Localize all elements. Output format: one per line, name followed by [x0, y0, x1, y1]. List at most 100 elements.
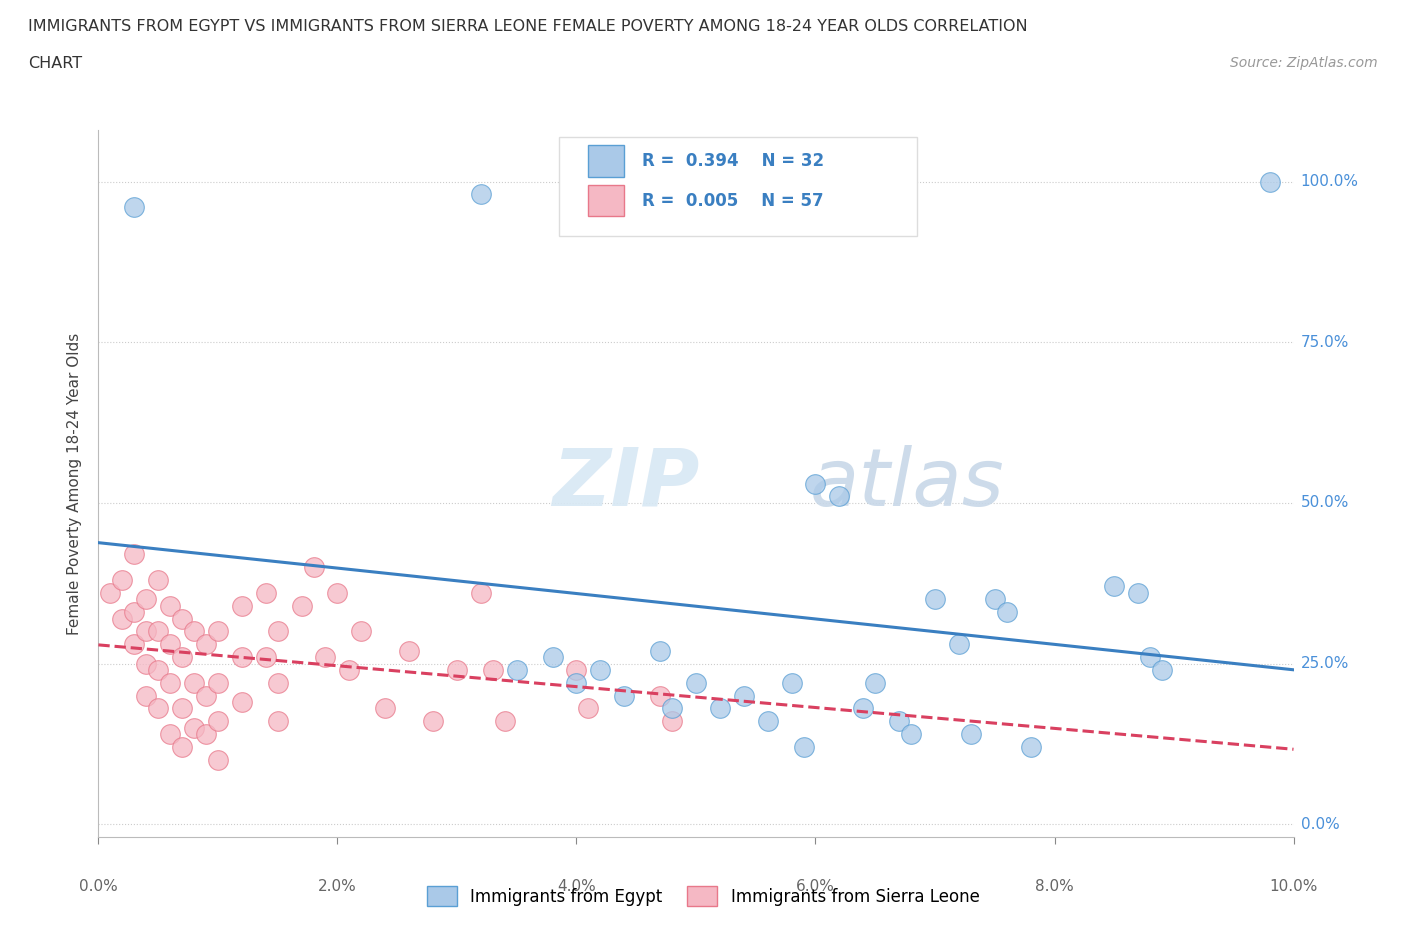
Point — [398, 644, 420, 658]
Point — [828, 489, 851, 504]
Point — [589, 662, 612, 677]
Point — [267, 675, 290, 690]
Point — [194, 637, 218, 652]
Point — [111, 611, 134, 626]
Point — [422, 714, 444, 729]
Point — [613, 688, 636, 703]
Point — [685, 675, 707, 690]
Point — [148, 573, 170, 588]
Point — [889, 714, 911, 729]
Point — [648, 688, 672, 703]
Point — [924, 591, 946, 606]
Point — [661, 714, 683, 729]
Point — [661, 701, 683, 716]
Text: atlas: atlas — [810, 445, 1004, 523]
Text: 10.0%: 10.0% — [1270, 879, 1317, 894]
Text: 25.0%: 25.0% — [1301, 656, 1348, 671]
Text: ZIP: ZIP — [553, 445, 700, 523]
Text: 0.0%: 0.0% — [79, 879, 118, 894]
Point — [995, 604, 1018, 619]
Text: 75.0%: 75.0% — [1301, 335, 1348, 350]
Point — [1104, 579, 1126, 594]
Point — [1258, 174, 1281, 189]
Point — [565, 662, 588, 677]
Point — [865, 675, 887, 690]
Point — [1019, 739, 1042, 754]
Y-axis label: Female Poverty Among 18-24 Year Olds: Female Poverty Among 18-24 Year Olds — [67, 333, 83, 635]
Point — [111, 573, 134, 588]
Point — [793, 739, 815, 754]
FancyBboxPatch shape — [589, 145, 624, 177]
Point — [446, 662, 468, 677]
Text: 4.0%: 4.0% — [557, 879, 596, 894]
Point — [124, 604, 146, 619]
Point — [326, 585, 349, 600]
Point — [231, 650, 253, 665]
Point — [350, 624, 373, 639]
Point — [756, 714, 779, 729]
Point — [470, 187, 492, 202]
Point — [852, 701, 875, 716]
Text: R =  0.005    N = 57: R = 0.005 N = 57 — [643, 192, 824, 209]
Point — [135, 656, 157, 671]
Text: 0.0%: 0.0% — [1301, 817, 1340, 831]
Point — [1139, 650, 1161, 665]
Point — [960, 726, 983, 741]
Text: IMMIGRANTS FROM EGYPT VS IMMIGRANTS FROM SIERRA LEONE FEMALE POVERTY AMONG 18-24: IMMIGRANTS FROM EGYPT VS IMMIGRANTS FROM… — [28, 19, 1028, 33]
Point — [159, 598, 181, 613]
Point — [207, 714, 229, 729]
Point — [290, 598, 312, 613]
Point — [183, 675, 205, 690]
Point — [207, 624, 229, 639]
Text: Source: ZipAtlas.com: Source: ZipAtlas.com — [1230, 56, 1378, 70]
Point — [983, 591, 1005, 606]
Point — [207, 752, 229, 767]
Legend: Immigrants from Egypt, Immigrants from Sierra Leone: Immigrants from Egypt, Immigrants from S… — [420, 880, 986, 912]
Point — [267, 714, 290, 729]
FancyBboxPatch shape — [589, 185, 624, 217]
Text: 8.0%: 8.0% — [1035, 879, 1074, 894]
Text: CHART: CHART — [28, 56, 82, 71]
Point — [159, 637, 181, 652]
Point — [183, 624, 205, 639]
Point — [135, 591, 157, 606]
Point — [172, 701, 194, 716]
Point — [159, 675, 181, 690]
Point — [172, 650, 194, 665]
Point — [565, 675, 588, 690]
Point — [148, 662, 170, 677]
Point — [506, 662, 529, 677]
Point — [135, 688, 157, 703]
Point — [648, 644, 672, 658]
Point — [148, 701, 170, 716]
Text: 6.0%: 6.0% — [796, 879, 835, 894]
Point — [194, 688, 218, 703]
Point — [494, 714, 516, 729]
Point — [231, 695, 253, 710]
Point — [172, 611, 194, 626]
Point — [159, 726, 181, 741]
Point — [339, 662, 360, 677]
Point — [124, 547, 146, 562]
Point — [172, 739, 194, 754]
Point — [780, 675, 803, 690]
Point — [135, 624, 157, 639]
Point — [315, 650, 337, 665]
Point — [254, 585, 277, 600]
Text: 50.0%: 50.0% — [1301, 496, 1348, 511]
FancyBboxPatch shape — [558, 138, 917, 236]
Point — [470, 585, 492, 600]
Text: R =  0.394    N = 32: R = 0.394 N = 32 — [643, 152, 824, 169]
Point — [541, 650, 564, 665]
Point — [231, 598, 253, 613]
Text: 100.0%: 100.0% — [1301, 174, 1358, 189]
Point — [98, 585, 122, 600]
Point — [124, 637, 146, 652]
Point — [1128, 585, 1150, 600]
Point — [148, 624, 170, 639]
Point — [194, 726, 218, 741]
Point — [374, 701, 396, 716]
Point — [900, 726, 922, 741]
Point — [183, 721, 205, 736]
Point — [481, 662, 505, 677]
